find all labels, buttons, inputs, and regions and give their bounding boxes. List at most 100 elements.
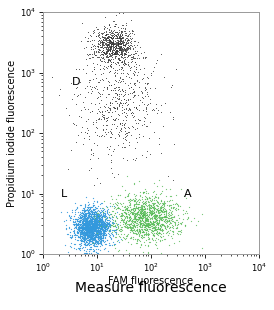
Point <box>133 38 137 43</box>
Point <box>157 218 161 223</box>
Point <box>93 52 97 57</box>
Point <box>132 205 136 210</box>
Point <box>118 97 123 102</box>
Point <box>83 94 87 99</box>
Point <box>159 151 164 156</box>
Point <box>142 200 147 205</box>
Point <box>120 203 124 208</box>
Point <box>103 211 107 216</box>
Point <box>126 97 130 102</box>
Point <box>140 205 144 210</box>
Point <box>89 227 93 232</box>
Point <box>148 196 152 201</box>
Point <box>84 230 88 235</box>
Point <box>82 230 86 235</box>
Point <box>124 100 128 105</box>
Point <box>117 228 121 232</box>
Point <box>102 224 106 229</box>
Point <box>133 213 138 218</box>
Point <box>128 224 133 229</box>
Point <box>85 131 90 136</box>
Point <box>159 208 163 213</box>
Point <box>73 216 78 221</box>
Point <box>139 215 143 220</box>
Point <box>133 211 138 216</box>
Point <box>121 234 125 239</box>
Point <box>102 210 107 215</box>
Point <box>99 207 103 212</box>
Point <box>81 214 85 219</box>
Point <box>90 89 95 94</box>
Point <box>161 216 165 221</box>
Point <box>89 229 94 234</box>
Point <box>86 234 91 239</box>
Point <box>77 229 81 234</box>
Point <box>88 233 93 238</box>
Point <box>177 238 182 243</box>
Point <box>92 227 97 232</box>
Point <box>126 43 130 48</box>
Point <box>69 244 73 249</box>
Point <box>92 84 96 89</box>
Point <box>127 46 131 51</box>
Point <box>95 228 99 233</box>
Point <box>114 50 119 55</box>
Point <box>121 89 125 94</box>
Point <box>99 215 104 220</box>
Point <box>114 22 119 27</box>
Point <box>89 214 93 219</box>
Point <box>130 109 134 114</box>
Point <box>118 121 122 126</box>
Point <box>114 45 119 50</box>
Point <box>92 213 96 218</box>
Point <box>113 24 118 29</box>
Point <box>87 228 91 233</box>
Point <box>111 39 116 44</box>
Point <box>97 220 102 225</box>
Point <box>132 104 136 109</box>
Point <box>97 219 101 224</box>
Point <box>87 226 91 231</box>
Point <box>159 221 164 226</box>
Point <box>109 61 113 66</box>
Point <box>144 238 148 243</box>
Point <box>117 34 121 39</box>
Point <box>96 219 101 224</box>
Point <box>122 42 127 47</box>
Point <box>107 228 111 233</box>
Point <box>85 83 90 88</box>
Point <box>162 101 167 106</box>
Point <box>149 229 153 234</box>
Point <box>112 45 116 50</box>
Point <box>126 125 130 130</box>
Point <box>74 220 78 225</box>
Point <box>144 217 149 222</box>
Point <box>88 218 93 223</box>
Point <box>92 221 96 226</box>
Point <box>87 227 91 232</box>
Point <box>95 224 100 229</box>
Point <box>112 122 116 126</box>
Point <box>121 46 125 51</box>
Point <box>156 207 160 212</box>
Point <box>85 232 89 237</box>
Point <box>181 211 185 216</box>
Point <box>85 236 89 241</box>
Point <box>156 229 161 234</box>
Point <box>103 224 107 229</box>
Point <box>113 52 117 57</box>
Point <box>169 203 173 208</box>
Point <box>92 51 96 55</box>
Point <box>131 68 136 73</box>
Point <box>87 220 91 225</box>
Point <box>107 242 112 247</box>
Point <box>101 228 106 232</box>
Point <box>77 209 82 214</box>
Point <box>95 232 99 237</box>
Point <box>132 217 136 222</box>
Point <box>87 212 91 217</box>
Point <box>93 217 98 222</box>
Point <box>95 96 99 101</box>
Point <box>93 220 98 225</box>
Point <box>82 221 87 226</box>
